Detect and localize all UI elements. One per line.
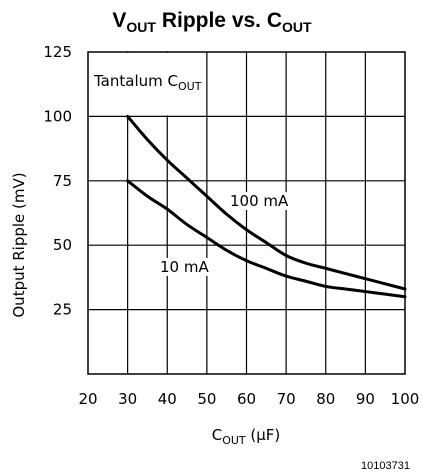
label-1-bg	[158, 258, 212, 276]
y-tick-label-75: 75	[53, 172, 72, 190]
plot-frame	[87, 51, 406, 375]
figure-id: 10103731	[361, 460, 410, 472]
series-line-0	[126, 114, 407, 291]
y-tick-labels: 25 50 75 100 125	[43, 43, 72, 319]
x-tick-label-60: 60	[237, 390, 256, 408]
x-tick-label-50: 50	[197, 390, 216, 408]
grid	[87, 51, 406, 375]
series-label-10ma: 10 mA	[160, 258, 209, 276]
x-tick-label-70: 70	[277, 390, 296, 408]
x-axis-title: COUT (μF)	[212, 426, 281, 447]
series-group	[126, 114, 407, 299]
x-tick-label-30: 30	[118, 390, 137, 408]
y-tick-label-25: 25	[53, 301, 72, 319]
x-tick-label-40: 40	[158, 390, 177, 408]
y-tick-label-100: 100	[43, 107, 72, 125]
label-0-bg	[228, 192, 292, 210]
annotation-tantalum: Tantalum COUT	[93, 72, 202, 93]
x-tick-label-80: 80	[316, 390, 335, 408]
x-tick-label-100: 100	[391, 390, 420, 408]
y-tick-label-50: 50	[53, 236, 72, 254]
series-line-1	[126, 179, 407, 299]
x-tick-labels: 20 30 40 50 60 70 80 90 100	[78, 390, 419, 408]
chart-title: VOUT Ripple vs. COUT	[112, 9, 312, 35]
y-axis-title: Output Ripple (mV)	[10, 172, 28, 317]
x-tick-label-90: 90	[356, 390, 375, 408]
y-tick-label-125: 125	[43, 43, 72, 61]
x-tick-label-20: 20	[78, 390, 97, 408]
series-label-100ma: 100 mA	[230, 192, 289, 210]
annotation-box-bg	[89, 53, 206, 116]
